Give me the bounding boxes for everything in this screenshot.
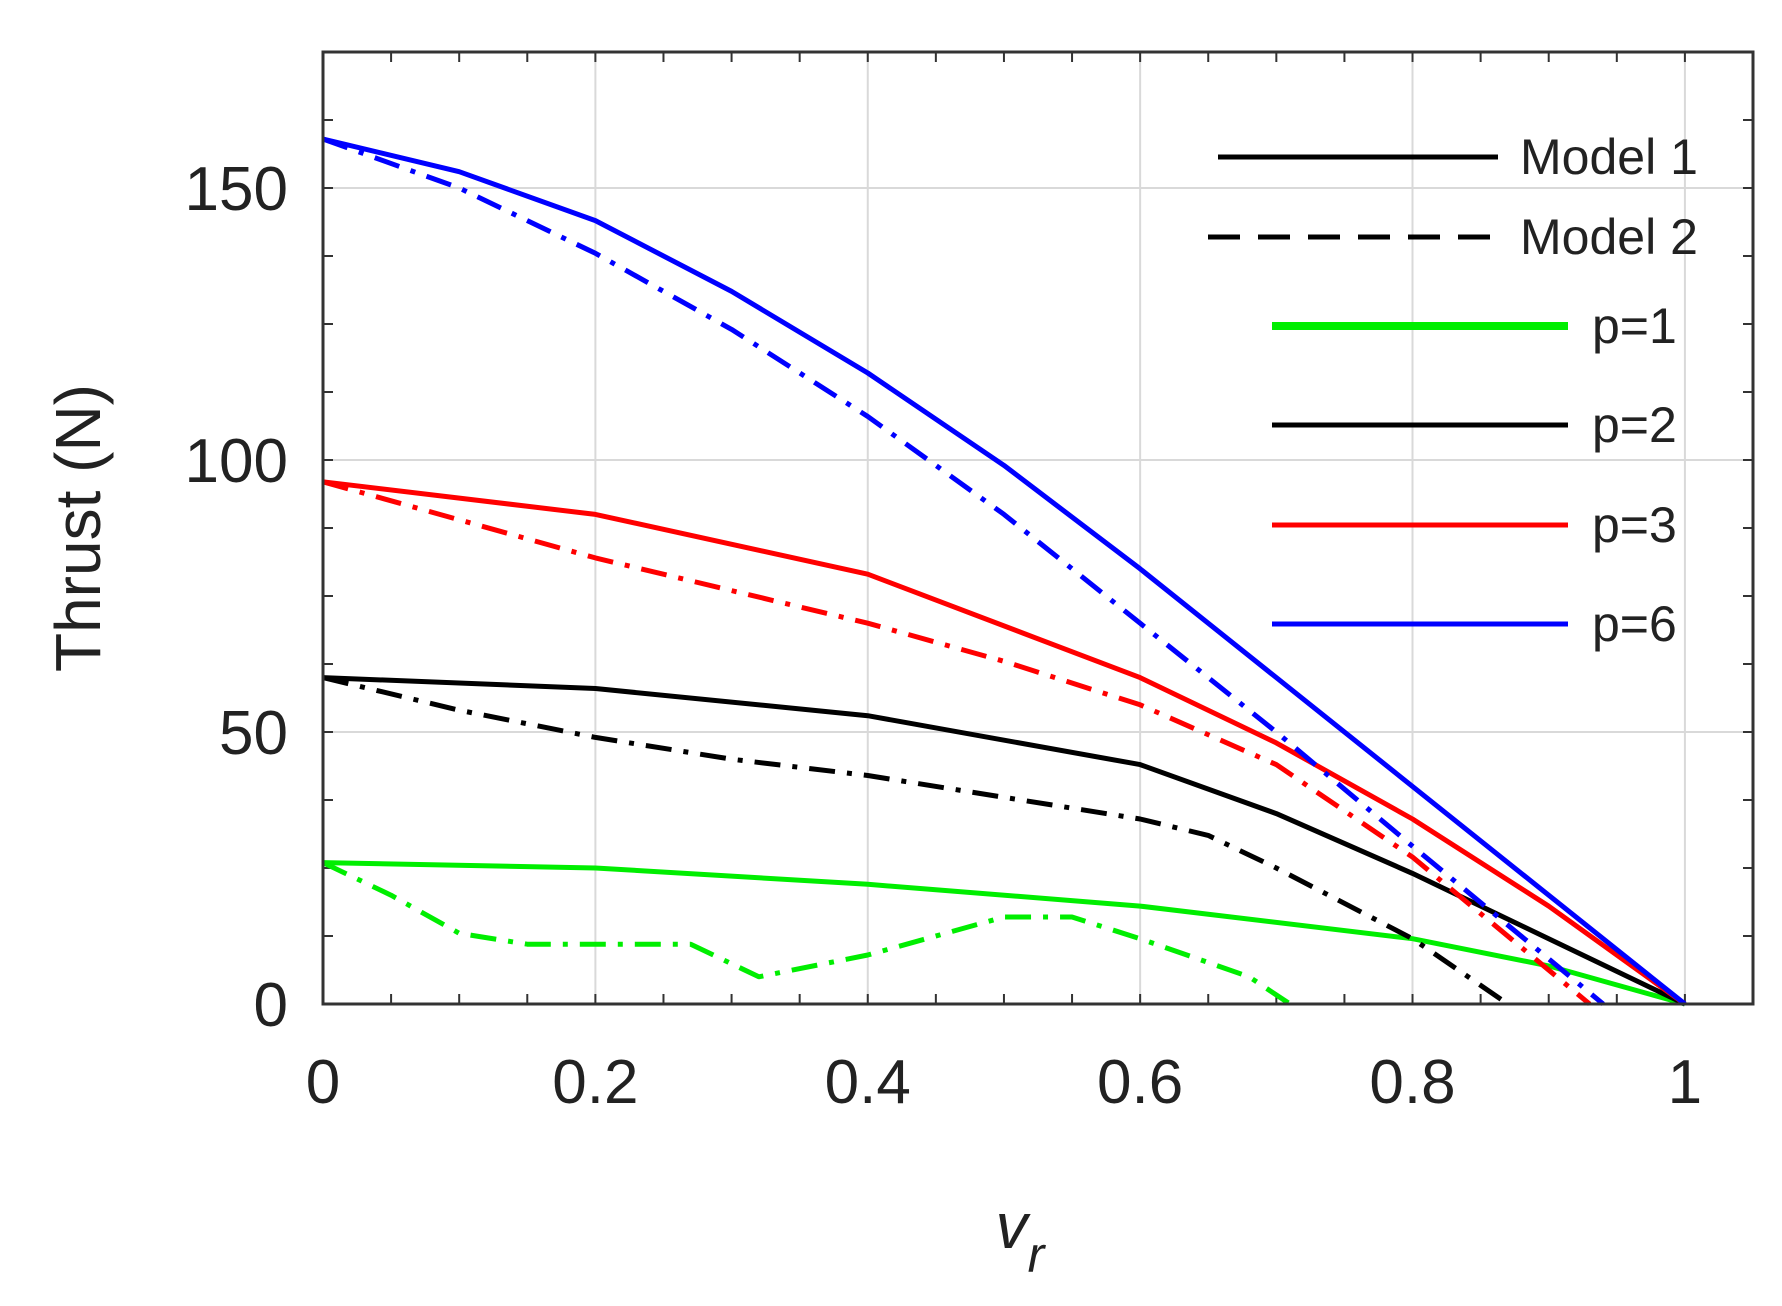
series-line-4	[322, 675, 1510, 1007]
x-tick-label: 0.2	[552, 1048, 638, 1117]
y-tick-label: 100	[185, 427, 288, 496]
series-line-7	[322, 136, 1687, 1006]
plot-frame	[321, 50, 1755, 1006]
legend-label: Model 1	[1520, 129, 1698, 185]
series-line-8	[322, 136, 1605, 1006]
y-tick-label: 50	[219, 699, 288, 768]
x-axis-label-main: v	[996, 1190, 1032, 1262]
y-tick-labels: 0 50 100 150	[185, 155, 288, 1040]
plot-background	[323, 52, 1753, 1004]
x-tick-label: 0.8	[1369, 1048, 1455, 1117]
series-line-2	[321, 860, 1292, 1007]
y-tick-label: 150	[185, 155, 288, 224]
legend-label: p=1	[1592, 298, 1677, 354]
series-line-5	[322, 479, 1687, 1007]
series-line-1	[322, 860, 1686, 1007]
x-tick-labels: 0 0.2 0.4 0.6 0.8 1	[306, 1048, 1702, 1117]
legend-label: p=2	[1592, 397, 1677, 453]
y-tick-label: 0	[254, 971, 288, 1040]
y-axis-label: Thrust (N)	[42, 384, 114, 672]
legend-label: p=3	[1592, 497, 1677, 553]
legend: Model 1 Model 2 p=1 p=2 p=3 p=6	[1208, 129, 1698, 652]
x-tick-label: 0	[306, 1048, 340, 1117]
series-line-3	[322, 675, 1686, 1007]
x-tick-label: 1	[1668, 1048, 1702, 1117]
x-axis-label: vr	[996, 1190, 1047, 1283]
legend-label: p=6	[1592, 596, 1677, 652]
series-layer	[321, 136, 1687, 1007]
x-tick-label: 0.6	[1097, 1048, 1183, 1117]
legend-label: Model 2	[1520, 209, 1698, 265]
x-axis-label-subscript: r	[1028, 1227, 1047, 1283]
x-tick-label: 0.4	[825, 1048, 911, 1117]
